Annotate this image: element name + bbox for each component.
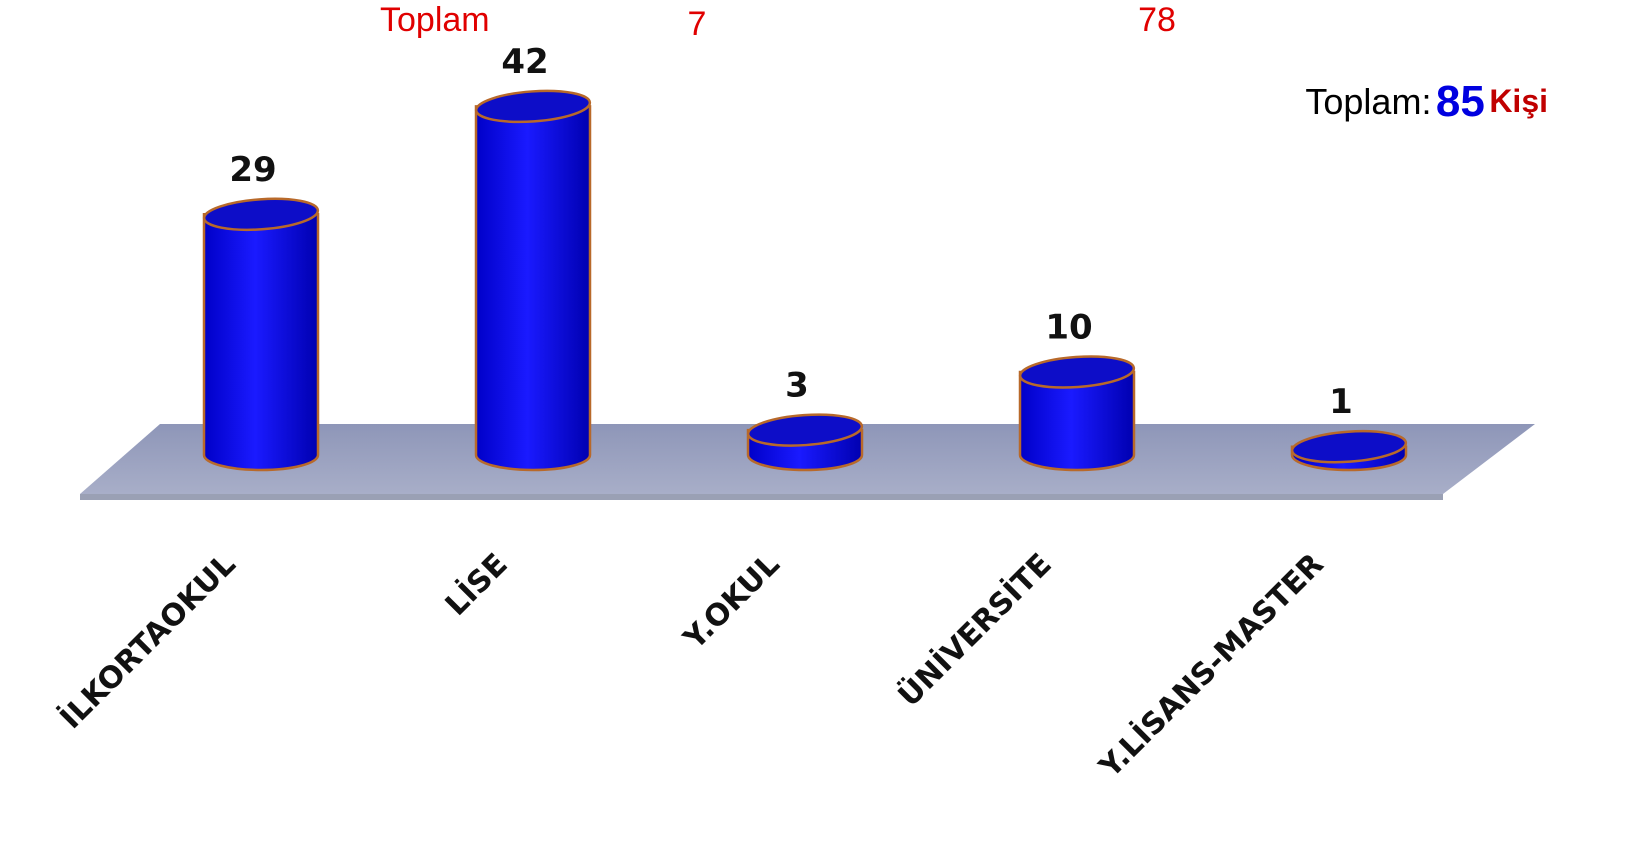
floor-edge: [80, 494, 1443, 500]
x-tick-label: LİSE: [438, 546, 515, 623]
cylinder-top: [474, 89, 592, 124]
value-label: 10: [1045, 308, 1092, 348]
annotation: 7: [688, 5, 707, 43]
total-value: 85: [1436, 77, 1485, 126]
x-tick-label: Y.OKUL: [676, 547, 786, 657]
cylinder-top: [1018, 355, 1136, 389]
value-label: 1: [1329, 382, 1353, 422]
value-label: 42: [501, 42, 548, 82]
cylinder-top: [1290, 429, 1408, 464]
x-tick-label: Y.LİSANS-MASTER: [1092, 546, 1331, 785]
total-label: Toplam:: [1305, 81, 1431, 122]
annotation: Toplam: [380, 1, 490, 39]
cylinder-body: [474, 105, 592, 472]
value-label: 3: [785, 366, 809, 406]
cylinder-body: [202, 213, 320, 472]
cylinder-body: [1018, 370, 1136, 472]
total: Toplam: 85 Kişi: [1305, 77, 1548, 126]
total-unit: Kişi: [1489, 83, 1548, 119]
annotation: 78: [1138, 1, 1176, 39]
x-tick-label: İLKORTAOKUL: [53, 546, 243, 736]
cylinder-top: [202, 197, 320, 232]
x-tick-label: ÜNİVERSİTE: [890, 546, 1058, 714]
value-label: 29: [229, 150, 276, 190]
cylinder-top: [746, 413, 864, 447]
